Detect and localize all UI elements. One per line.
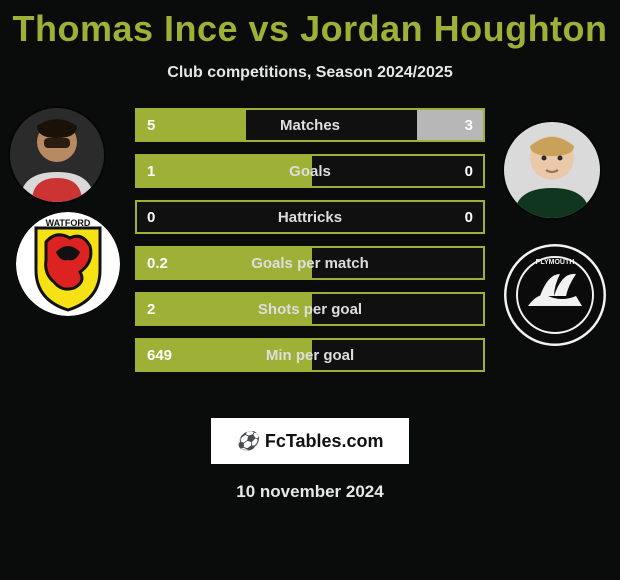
stat-metric-label: Goals xyxy=(137,156,483,186)
stat-row: 0.2Goals per match xyxy=(135,246,485,280)
comparison-stage: WATFORD PLYMOUTH 53Matches 10Goals 00Hattr… xyxy=(0,104,620,404)
stat-bars: 53Matches 10Goals 00Hattricks 0.2Goals per … xyxy=(135,108,485,384)
branding-badge: ⚽ FcTables.com xyxy=(211,418,409,464)
club-left-crest: WATFORD xyxy=(16,212,120,316)
date-text: 10 november 2024 xyxy=(0,482,620,502)
stat-row: 649Min per goal xyxy=(135,338,485,372)
player-left-avatar xyxy=(10,108,104,202)
stat-metric-label: Hattricks xyxy=(137,202,483,232)
svg-text:WATFORD: WATFORD xyxy=(46,218,91,228)
stat-metric-label: Shots per goal xyxy=(137,294,483,324)
club-right-crest: PLYMOUTH xyxy=(504,244,606,346)
branding-text: FcTables.com xyxy=(265,431,384,452)
stat-row: 2Shots per goal xyxy=(135,292,485,326)
player-right-avatar xyxy=(504,122,600,218)
svg-text:PLYMOUTH: PLYMOUTH xyxy=(536,259,575,266)
stat-metric-label: Goals per match xyxy=(137,248,483,278)
stat-row: 10Goals xyxy=(135,154,485,188)
subtitle: Club competitions, Season 2024/2025 xyxy=(0,64,620,82)
stat-metric-label: Matches xyxy=(137,110,483,140)
branding-icon: ⚽ xyxy=(236,431,258,452)
stat-row: 00Hattricks xyxy=(135,200,485,234)
stat-row: 53Matches xyxy=(135,108,485,142)
page-title: Thomas Ince vs Jordan Houghton xyxy=(0,0,620,50)
stat-metric-label: Min per goal xyxy=(137,340,483,370)
